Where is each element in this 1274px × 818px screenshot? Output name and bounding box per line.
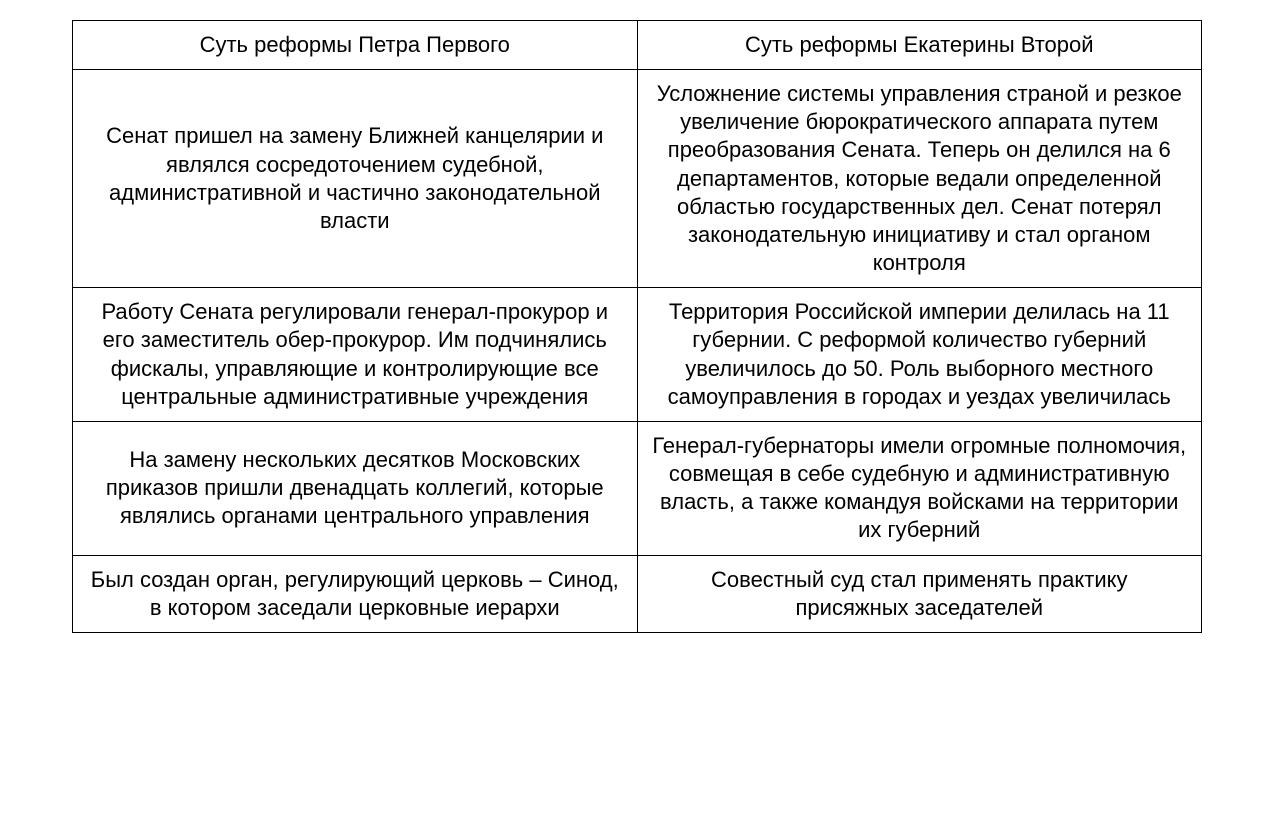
cell-catherine-1: Усложнение системы управления страной и … bbox=[637, 70, 1202, 288]
cell-peter-2: Работу Сената регулировали генерал-проку… bbox=[73, 288, 638, 422]
table-row: Работу Сената регулировали генерал-проку… bbox=[73, 288, 1202, 422]
comparison-table: Суть реформы Петра Первого Суть реформы … bbox=[72, 20, 1202, 633]
column-header-peter: Суть реформы Петра Первого bbox=[73, 21, 638, 70]
column-header-catherine: Суть реформы Екатерины Второй bbox=[637, 21, 1202, 70]
cell-catherine-2: Территория Российской империи делилась н… bbox=[637, 288, 1202, 422]
cell-catherine-3: Генерал-губернаторы имели огромные полно… bbox=[637, 421, 1202, 555]
cell-peter-4: Был создан орган, регулирующий церковь –… bbox=[73, 555, 638, 632]
table-row: Был создан орган, регулирующий церковь –… bbox=[73, 555, 1202, 632]
cell-peter-3: На замену нескольких десятков Московских… bbox=[73, 421, 638, 555]
table-header-row: Суть реформы Петра Первого Суть реформы … bbox=[73, 21, 1202, 70]
cell-catherine-4: Совестный суд стал применять практику пр… bbox=[637, 555, 1202, 632]
comparison-table-container: Суть реформы Петра Первого Суть реформы … bbox=[72, 20, 1202, 633]
table-row: Сенат пришел на замену Ближней канцеляри… bbox=[73, 70, 1202, 288]
cell-peter-1: Сенат пришел на замену Ближней канцеляри… bbox=[73, 70, 638, 288]
table-row: На замену нескольких десятков Московских… bbox=[73, 421, 1202, 555]
